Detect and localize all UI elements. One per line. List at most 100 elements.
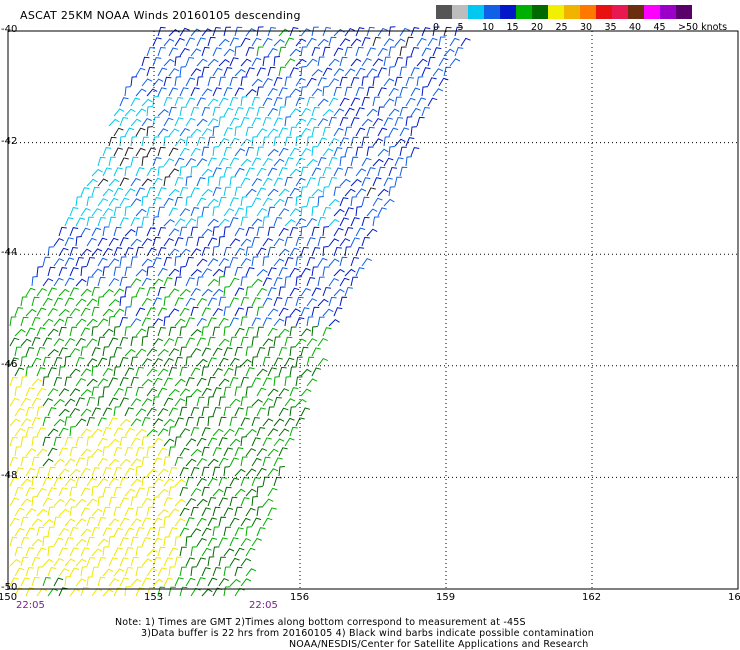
wind-barb <box>31 436 39 447</box>
wind-barb <box>135 466 142 477</box>
wind-barb <box>273 216 283 227</box>
wind-barb <box>234 307 245 317</box>
wind-barb <box>405 56 413 67</box>
wind-barb <box>229 557 240 567</box>
wind-barb <box>245 47 255 57</box>
wind-barb <box>284 157 294 167</box>
wind-barb <box>201 206 209 217</box>
wind-barb <box>328 258 340 267</box>
wind-barb <box>179 507 190 517</box>
wind-barb <box>36 287 47 297</box>
wind-barb <box>251 136 259 147</box>
wind-barb <box>267 346 275 357</box>
wind-barb <box>234 46 241 57</box>
wind-barb <box>333 86 342 97</box>
wind-barb <box>152 78 164 87</box>
wind-barb <box>300 107 311 117</box>
wind-barb <box>152 517 163 527</box>
wind-barb <box>201 387 212 397</box>
wind-barb <box>223 428 235 437</box>
wind-barb <box>20 316 29 327</box>
wind-barb <box>245 246 253 257</box>
wind-barb <box>234 407 244 417</box>
wind-barb <box>179 66 187 77</box>
wind-barb <box>113 406 121 417</box>
wind-barb <box>146 287 156 297</box>
wind-barb <box>240 196 248 207</box>
wind-barb <box>102 288 114 297</box>
wind-barb <box>284 276 292 287</box>
wind-barb <box>190 388 202 397</box>
wind-barb <box>157 247 167 257</box>
wind-barb <box>223 367 234 377</box>
wind-barb <box>113 226 122 237</box>
wind-barb <box>317 176 326 187</box>
wind-barb <box>168 188 180 197</box>
wind-barb <box>212 126 219 137</box>
wind-barb <box>361 216 370 227</box>
wind-barb <box>223 586 231 597</box>
wind-barb <box>218 357 229 367</box>
wind-barb <box>53 338 65 347</box>
wind-barb <box>289 426 298 437</box>
wind-barb <box>179 288 191 297</box>
wind-barb <box>218 516 227 527</box>
wind-barb <box>207 437 218 447</box>
wind-barb <box>328 198 340 207</box>
wind-barb <box>185 458 197 467</box>
wind-barb <box>91 268 103 277</box>
wind-barb <box>267 87 278 97</box>
wind-barb <box>14 407 25 417</box>
wind-barb <box>251 517 262 527</box>
lon-tick-label: 156 <box>290 592 310 603</box>
wind-barb <box>102 226 110 237</box>
wind-barb <box>278 127 288 137</box>
wind-barb <box>9 517 20 527</box>
wind-barb <box>152 418 164 427</box>
wind-barb <box>119 537 129 547</box>
wind-barb <box>64 416 72 427</box>
wind-barb <box>262 277 272 287</box>
wind-barb <box>124 247 134 257</box>
wind-barb <box>190 87 200 97</box>
wind-barb <box>278 106 286 117</box>
wind-barb <box>113 206 122 217</box>
wind-barb <box>47 546 54 557</box>
wind-barb <box>355 87 365 97</box>
wind-barb <box>179 366 188 377</box>
wind-barb <box>69 506 77 517</box>
wind-barb <box>333 167 344 177</box>
wind-barb <box>91 566 99 577</box>
wind-barb <box>372 177 382 187</box>
wind-barb <box>124 206 132 217</box>
wind-barb <box>223 406 231 417</box>
wind-barb <box>328 137 339 147</box>
wind-barb <box>267 226 275 237</box>
wind-barb <box>163 296 171 307</box>
wind-barb <box>97 178 109 187</box>
wind-barb <box>427 37 438 47</box>
wind-barb <box>80 266 87 277</box>
wind-barb <box>102 367 113 377</box>
legend-label: 35 <box>604 22 617 33</box>
wind-barb <box>454 47 464 57</box>
wind-barb <box>284 437 295 447</box>
wind-barb <box>108 178 120 187</box>
wind-barb <box>69 347 80 357</box>
wind-barb <box>245 428 257 437</box>
wind-barb <box>113 466 123 477</box>
wind-barb <box>58 587 68 597</box>
wind-barb <box>152 338 164 347</box>
wind-barb <box>344 188 356 197</box>
wind-barb <box>289 147 300 157</box>
wind-barb <box>377 166 386 177</box>
wind-barb <box>168 288 180 297</box>
wind-barb <box>179 226 188 237</box>
wind-barb <box>146 266 154 277</box>
wind-barb <box>218 276 225 287</box>
wind-barb <box>350 117 360 127</box>
wind-barb <box>130 217 140 227</box>
wind-barb <box>240 238 252 247</box>
wind-barb <box>339 97 350 107</box>
wind-barb <box>25 308 37 317</box>
